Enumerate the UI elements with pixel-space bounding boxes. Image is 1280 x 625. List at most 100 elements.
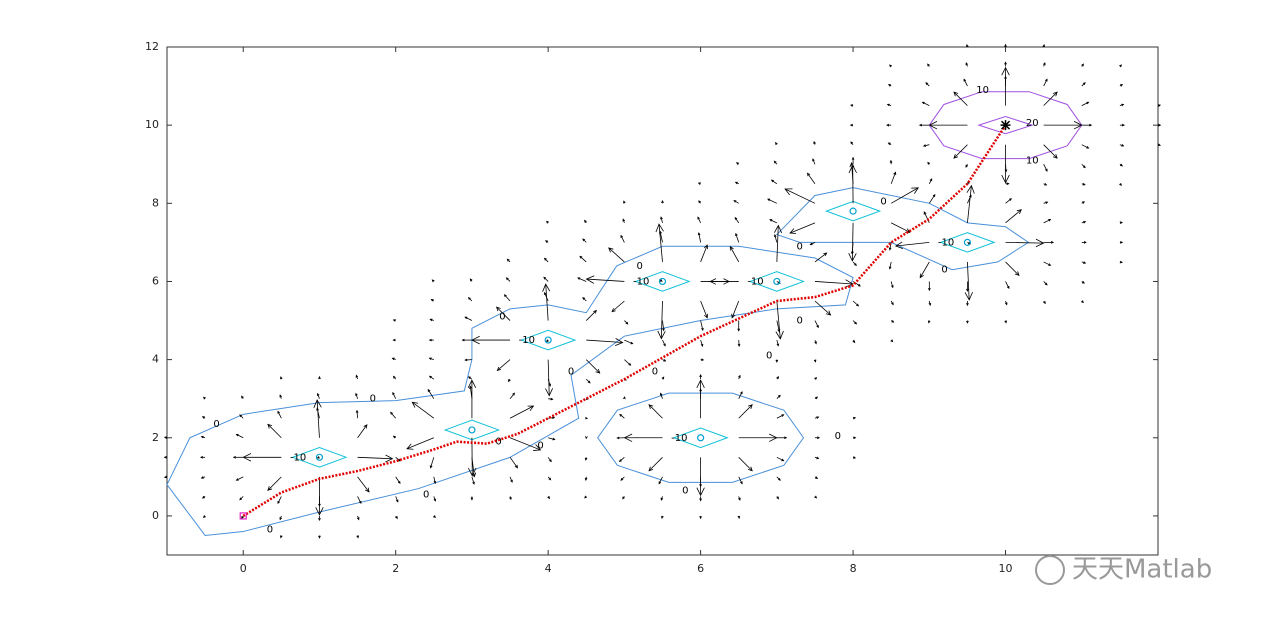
contour-label: 0 — [766, 351, 772, 362]
quiver-head — [318, 517, 321, 522]
quiver-head — [356, 517, 360, 521]
quiver-head — [1042, 62, 1046, 66]
quiver-arrow — [658, 224, 663, 262]
quiver-head — [703, 313, 709, 319]
quiver-arrow — [1043, 91, 1058, 106]
quiver-arrow — [509, 457, 518, 468]
quiver-arrow — [807, 173, 816, 185]
x-tick-label: 0 — [240, 562, 247, 575]
contour-line — [824, 200, 882, 222]
quiver-arrow — [586, 339, 623, 343]
quiver-head — [239, 497, 243, 501]
contour-label: 0 — [213, 419, 219, 430]
quiver-head — [1086, 146, 1090, 149]
quiver-head — [620, 477, 624, 481]
quiver-head — [738, 374, 741, 378]
quiver-head — [512, 392, 516, 396]
quiver-head — [356, 535, 359, 539]
quiver-head — [430, 298, 434, 302]
quiver-head — [1044, 282, 1048, 286]
quiver-arrow — [889, 261, 892, 269]
quiver-head — [1050, 241, 1055, 244]
contour-label: 0 — [797, 316, 803, 327]
quiver-arrow — [963, 79, 968, 87]
quiver-head — [784, 436, 788, 440]
quiver-head — [318, 535, 321, 539]
quiver-head — [582, 296, 586, 300]
quiver-arrow — [776, 414, 784, 419]
quiver-head — [585, 275, 595, 284]
quiver-arrow — [658, 476, 663, 484]
quiver-head — [953, 91, 959, 97]
quiver-head — [201, 495, 205, 499]
quiver-head — [431, 279, 435, 283]
quiver-head — [1004, 61, 1007, 65]
quiver-head — [584, 219, 587, 223]
quiver-head — [932, 193, 936, 198]
quiver-arrow — [660, 217, 663, 223]
quiver-arrow — [738, 391, 743, 399]
quiver-head — [355, 409, 359, 413]
quiver-head — [699, 374, 702, 378]
quiver-arrow — [548, 437, 555, 440]
quiver-head — [611, 308, 616, 313]
quiver-arrow — [953, 91, 968, 106]
quiver-head — [542, 283, 551, 292]
quiver-head — [777, 394, 781, 398]
quiver-head — [697, 216, 700, 220]
quiver-head — [316, 392, 320, 396]
quiver-arrow — [967, 261, 970, 300]
quiver-arrow — [357, 496, 362, 504]
quiver-arrow — [789, 222, 816, 234]
y-tick-label: 0 — [152, 509, 159, 522]
contour-label: 20 — [1026, 118, 1039, 129]
quiver-head — [429, 318, 433, 322]
quiver-head — [921, 101, 925, 105]
quiver-head — [965, 164, 969, 168]
contour-line — [597, 392, 805, 483]
quiver-head — [200, 476, 204, 479]
quiver-arrow — [733, 200, 739, 204]
quiver-arrow — [406, 437, 434, 450]
quiver-head — [315, 507, 324, 516]
quiver-head — [733, 200, 737, 203]
quiver-arrow — [504, 294, 511, 302]
quiver-head — [619, 413, 623, 417]
contour-label: -10 — [633, 276, 649, 287]
contour-label: 0 — [835, 431, 841, 442]
quiver-head — [390, 411, 393, 415]
quiver-arrow — [579, 256, 587, 263]
contour-label: 0 — [941, 265, 947, 276]
y-tick-label: 2 — [152, 431, 159, 444]
quiver-arrow — [543, 276, 549, 282]
quiver-head — [773, 234, 777, 238]
quiver-head — [767, 198, 771, 202]
quiver-arrow — [412, 401, 435, 419]
quiver-arrow — [469, 386, 473, 399]
quiver-head — [659, 392, 663, 396]
quiver-arrow — [267, 424, 282, 439]
quiver-arrow — [1043, 219, 1051, 224]
quiver-arrow — [967, 185, 972, 223]
quiver-head — [748, 404, 753, 409]
quiver-head — [279, 535, 283, 539]
quiver-arrow — [430, 457, 435, 468]
quiver-head — [1119, 183, 1123, 186]
quiver-arrow — [471, 476, 475, 485]
contour-line — [977, 116, 1034, 135]
quiver-head — [363, 424, 368, 429]
quiver-head — [1045, 201, 1049, 204]
quiver-arrow — [624, 339, 633, 345]
quiver-head — [816, 456, 820, 460]
quiver-arrow — [392, 392, 397, 399]
quiver-arrow — [277, 496, 282, 504]
quiver-arrow — [895, 241, 930, 247]
contour-label: 10 — [1026, 155, 1039, 166]
quiver-head — [784, 188, 793, 196]
quiver-head — [1004, 320, 1007, 324]
quiver-arrow — [267, 476, 282, 491]
quiver-head — [547, 496, 550, 500]
quiver-head — [1158, 123, 1162, 127]
